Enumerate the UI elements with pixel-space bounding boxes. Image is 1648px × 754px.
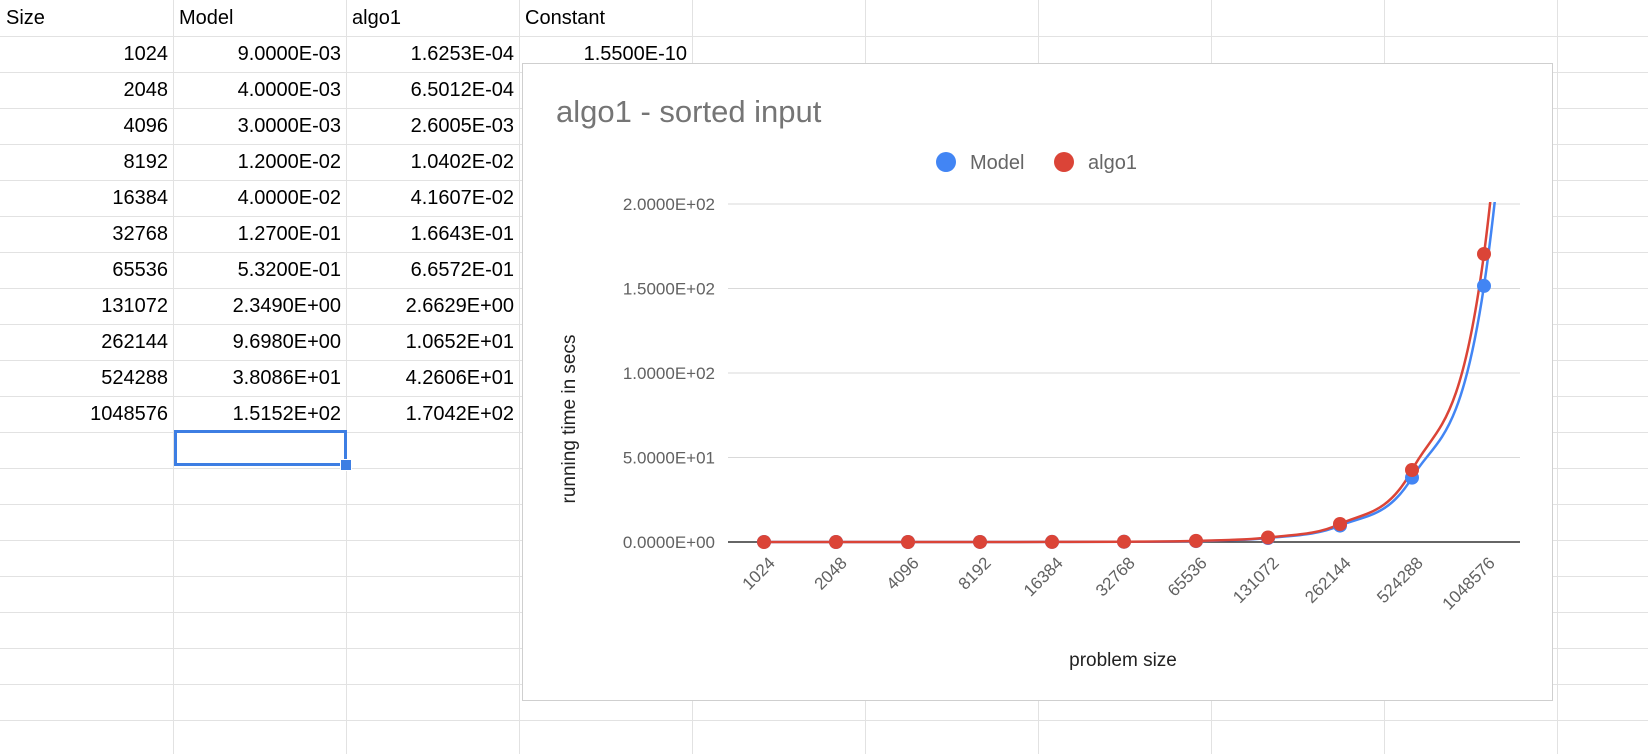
x-tick-label: 32768 bbox=[1092, 553, 1139, 600]
data-cell[interactable]: 4.0000E-03 bbox=[237, 79, 341, 101]
x-axis-ticks: 1024 2048 4096 8192 16384 32768 65536 131072 262… bbox=[739, 553, 1499, 613]
data-cell[interactable]: 4.2606E+01 bbox=[405, 367, 514, 389]
data-cell[interactable]: 1048576 bbox=[90, 403, 168, 425]
y-tick-label: 5.0000E+01 bbox=[623, 449, 715, 468]
y-tick-label: 1.0000E+02 bbox=[623, 364, 715, 383]
data-cell[interactable]: 9.0000E-03 bbox=[237, 43, 341, 65]
data-cell[interactable]: 1024 bbox=[123, 43, 169, 65]
x-tick-label: 1048576 bbox=[1439, 553, 1499, 613]
data-cell[interactable]: 131072 bbox=[101, 295, 168, 317]
selected-cell-highlight[interactable] bbox=[174, 430, 347, 466]
chart-legend[interactable]: Model algo1 bbox=[936, 152, 1137, 174]
data-point-algo1 bbox=[1117, 534, 1131, 549]
data-cell[interactable]: 1.5152E+02 bbox=[232, 403, 341, 425]
chart-canvas: algo1 - sorted input Model algo1 0.0000E+… bbox=[556, 94, 1520, 671]
data-cell[interactable]: 4.0000E-02 bbox=[237, 187, 341, 209]
legend-marker-algo1 bbox=[1054, 152, 1074, 172]
constant-value-cell[interactable]: 1.5500E-10 bbox=[583, 43, 687, 65]
data-cell[interactable]: 262144 bbox=[101, 331, 168, 353]
x-tick-label: 2048 bbox=[811, 553, 851, 593]
embedded-chart[interactable]: algo1 - sorted input Model algo1 0.0000E+… bbox=[522, 63, 1553, 701]
chart-title: algo1 - sorted input bbox=[556, 94, 822, 129]
series-points bbox=[757, 246, 1491, 549]
x-tick-label: 16384 bbox=[1020, 553, 1067, 600]
data-point-algo1 bbox=[757, 534, 771, 549]
data-cell[interactable]: 1.7042E+02 bbox=[405, 403, 514, 425]
data-cell[interactable]: 6.5012E-04 bbox=[410, 79, 514, 101]
data-cell[interactable]: 1.6643E-01 bbox=[410, 223, 514, 245]
x-tick-label: 262144 bbox=[1301, 553, 1355, 607]
data-cell[interactable]: 9.6980E+00 bbox=[232, 331, 341, 353]
data-cell[interactable]: 524288 bbox=[101, 367, 168, 389]
legend-label-algo1: algo1 bbox=[1088, 152, 1137, 174]
y-tick-label: 0.0000E+00 bbox=[623, 533, 715, 552]
data-point-algo1 bbox=[1477, 246, 1491, 261]
series-line-algo1 bbox=[763, 202, 1492, 544]
data-point-algo1 bbox=[1405, 462, 1419, 477]
data-cell[interactable]: 1.2000E-02 bbox=[237, 151, 341, 173]
x-tick-label: 1024 bbox=[739, 553, 779, 593]
data-cell[interactable]: 8192 bbox=[123, 151, 169, 173]
data-point-algo1 bbox=[1045, 534, 1059, 549]
data-point-algo1 bbox=[973, 534, 987, 549]
series-line-model bbox=[763, 202, 1496, 544]
data-cell[interactable]: 2.6629E+00 bbox=[405, 295, 514, 317]
data-point-algo1 bbox=[1261, 530, 1275, 545]
y-tick-label: 1.5000E+02 bbox=[623, 280, 715, 299]
data-point-algo1 bbox=[901, 534, 915, 549]
legend-marker-model bbox=[936, 152, 956, 172]
data-cell[interactable]: 3.8086E+01 bbox=[232, 367, 341, 389]
data-cell[interactable]: 1.0402E-02 bbox=[410, 151, 514, 173]
data-cell[interactable]: 3.0000E-03 bbox=[237, 115, 341, 137]
data-cell[interactable]: 5.3200E-01 bbox=[237, 259, 341, 281]
header-cell[interactable]: Size bbox=[6, 7, 45, 29]
data-cell[interactable]: 4096 bbox=[123, 115, 169, 137]
data-cell[interactable]: 1.6253E-04 bbox=[410, 43, 514, 65]
data-cell[interactable]: 16384 bbox=[112, 187, 168, 209]
data-point-algo1 bbox=[1333, 516, 1347, 531]
x-tick-label: 524288 bbox=[1373, 553, 1427, 607]
data-cell[interactable]: 65536 bbox=[112, 259, 168, 281]
data-point-algo1 bbox=[829, 534, 843, 549]
header-cell[interactable]: Constant bbox=[525, 7, 606, 29]
data-point-model bbox=[1477, 278, 1491, 293]
series-lines bbox=[763, 202, 1496, 544]
data-cell[interactable]: 2.3490E+00 bbox=[232, 295, 341, 317]
x-tick-label: 8192 bbox=[955, 553, 995, 593]
data-point-algo1 bbox=[1189, 533, 1203, 548]
y-axis-ticks: 0.0000E+00 5.0000E+01 1.0000E+02 1.5000E+02… bbox=[623, 195, 715, 552]
data-cell[interactable]: 2.6005E-03 bbox=[410, 115, 514, 137]
data-cell[interactable]: 6.6572E-01 bbox=[410, 259, 514, 281]
data-cell[interactable]: 32768 bbox=[112, 223, 168, 245]
fill-handle[interactable] bbox=[340, 459, 352, 471]
data-cell[interactable]: 1.2700E-01 bbox=[237, 223, 341, 245]
x-axis-title: problem size bbox=[1069, 650, 1177, 671]
x-tick-label: 65536 bbox=[1164, 553, 1211, 600]
data-cell[interactable]: 2048 bbox=[123, 79, 169, 101]
header-cell[interactable]: Model bbox=[179, 7, 234, 29]
data-cell[interactable]: 4.1607E-02 bbox=[410, 187, 514, 209]
y-tick-label: 2.0000E+02 bbox=[623, 195, 715, 214]
legend-label-model: Model bbox=[970, 152, 1024, 174]
y-axis-title: running time in secs bbox=[559, 335, 580, 504]
x-tick-label: 4096 bbox=[883, 553, 923, 593]
header-cell[interactable]: algo1 bbox=[352, 7, 401, 29]
data-cell[interactable]: 1.0652E+01 bbox=[405, 331, 514, 353]
x-tick-label: 131072 bbox=[1229, 553, 1283, 607]
